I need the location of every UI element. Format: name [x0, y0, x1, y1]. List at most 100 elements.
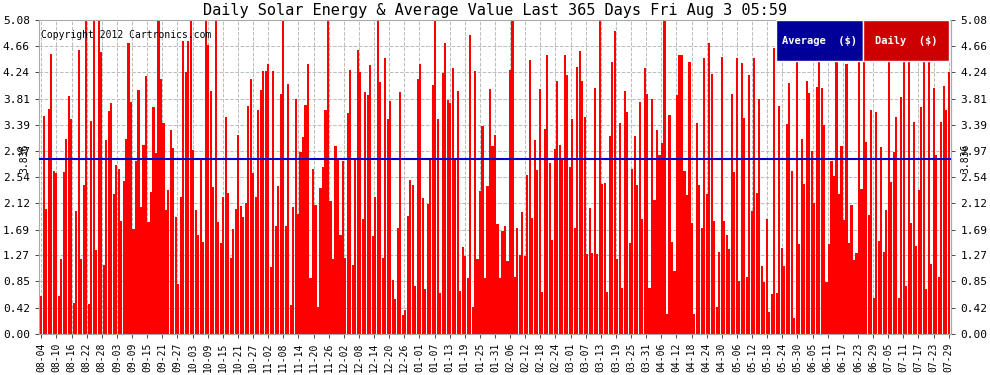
Bar	[361, 219, 364, 334]
Bar	[317, 307, 319, 334]
Bar	[865, 142, 867, 334]
Bar	[826, 282, 828, 334]
Bar	[768, 312, 770, 334]
Bar	[933, 88, 935, 334]
Bar	[160, 79, 162, 334]
Bar	[527, 175, 529, 334]
Bar	[332, 260, 334, 334]
Bar	[893, 152, 895, 334]
Bar	[624, 91, 626, 334]
Bar	[781, 248, 783, 334]
Bar	[556, 81, 558, 334]
Bar	[522, 212, 524, 334]
Bar	[434, 20, 437, 334]
Bar	[576, 67, 578, 334]
Bar	[277, 186, 279, 334]
Bar	[257, 110, 259, 334]
Bar	[90, 121, 92, 334]
Bar	[755, 193, 757, 334]
Bar	[776, 20, 862, 61]
Bar	[289, 305, 292, 334]
Bar	[507, 261, 509, 334]
Bar	[566, 75, 568, 334]
Bar	[693, 314, 696, 334]
Bar	[356, 50, 359, 334]
Bar	[62, 172, 64, 334]
Bar	[269, 267, 271, 334]
Bar	[644, 68, 645, 334]
Bar	[563, 55, 566, 334]
Bar	[197, 236, 199, 334]
Bar	[424, 288, 427, 334]
Bar	[880, 147, 882, 334]
Bar	[529, 60, 531, 334]
Bar	[130, 102, 132, 334]
Bar	[138, 90, 140, 334]
Bar	[696, 123, 698, 334]
Bar	[850, 205, 852, 334]
Bar	[345, 258, 346, 334]
Bar	[235, 209, 237, 334]
Bar	[676, 95, 678, 334]
Bar	[125, 139, 127, 334]
Bar	[870, 110, 872, 334]
Bar	[841, 146, 842, 334]
Bar	[461, 248, 463, 334]
Bar	[903, 51, 905, 334]
Bar	[928, 58, 930, 334]
Bar	[765, 219, 768, 334]
Bar	[248, 106, 249, 334]
Bar	[187, 41, 189, 334]
Bar	[890, 182, 892, 334]
Bar	[172, 148, 174, 334]
Bar	[305, 105, 307, 334]
Bar	[741, 63, 742, 334]
Bar	[456, 92, 458, 334]
Bar	[464, 256, 466, 334]
Bar	[726, 235, 728, 334]
Bar	[409, 180, 411, 334]
Bar	[621, 288, 623, 334]
Bar	[915, 246, 918, 334]
Bar	[504, 226, 506, 334]
Bar	[791, 171, 793, 334]
Bar	[734, 172, 736, 334]
Bar	[517, 228, 519, 334]
Bar	[494, 135, 496, 334]
Bar	[404, 310, 406, 334]
Bar	[770, 294, 773, 334]
Bar	[445, 42, 446, 334]
Bar	[264, 71, 266, 334]
Bar	[287, 84, 289, 334]
Bar	[823, 125, 825, 334]
Bar	[568, 167, 571, 334]
Bar	[729, 249, 731, 334]
Bar	[190, 20, 192, 334]
Bar	[631, 169, 634, 334]
Bar	[342, 160, 344, 334]
Bar	[399, 93, 401, 334]
Bar	[412, 185, 414, 334]
Bar	[85, 20, 87, 334]
Bar	[845, 64, 847, 334]
Bar	[537, 170, 539, 334]
Bar	[95, 250, 97, 334]
Bar	[609, 136, 611, 334]
Bar	[763, 282, 765, 334]
Bar	[808, 93, 810, 334]
Bar	[678, 55, 680, 334]
Bar	[252, 173, 254, 334]
Bar	[724, 222, 726, 334]
Bar	[93, 20, 95, 334]
Bar	[202, 242, 204, 334]
Bar	[454, 160, 456, 334]
Bar	[382, 258, 384, 334]
Bar	[698, 185, 701, 334]
Bar	[302, 137, 304, 334]
Bar	[806, 81, 808, 334]
Bar	[579, 51, 581, 334]
Bar	[389, 101, 391, 334]
Bar	[539, 89, 541, 334]
Bar	[429, 159, 432, 334]
Bar	[180, 197, 182, 334]
